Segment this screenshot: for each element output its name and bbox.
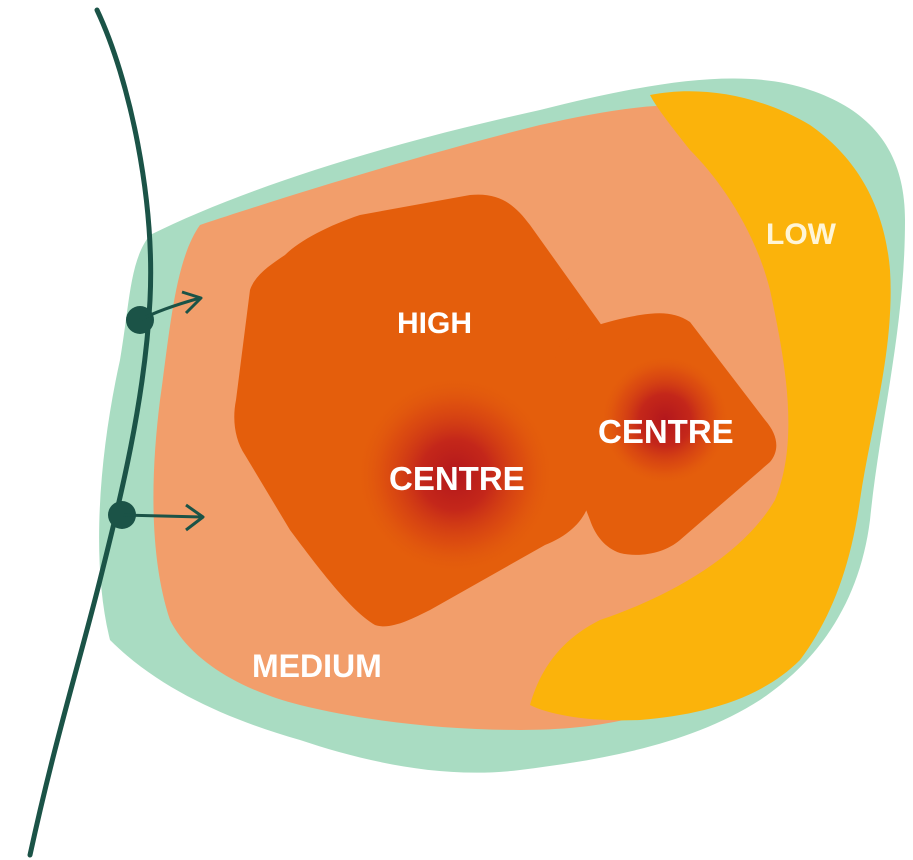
- label-centre-left: CENTRE: [389, 460, 525, 497]
- arrow-upper-head: [181, 290, 203, 315]
- label-low: LOW: [766, 218, 837, 251]
- label-centre-right: CENTRE: [598, 413, 734, 450]
- arrow-lower: [121, 513, 203, 519]
- arrow-lower-head: [185, 503, 205, 532]
- label-high: HIGH: [397, 307, 472, 340]
- centre-core-right: [600, 355, 730, 485]
- centre-core-left: [355, 375, 555, 575]
- arrow-upper: [139, 296, 201, 322]
- label-medium: MEDIUM: [252, 648, 382, 684]
- low-zone: [530, 91, 891, 721]
- path-line: [27, 7, 154, 858]
